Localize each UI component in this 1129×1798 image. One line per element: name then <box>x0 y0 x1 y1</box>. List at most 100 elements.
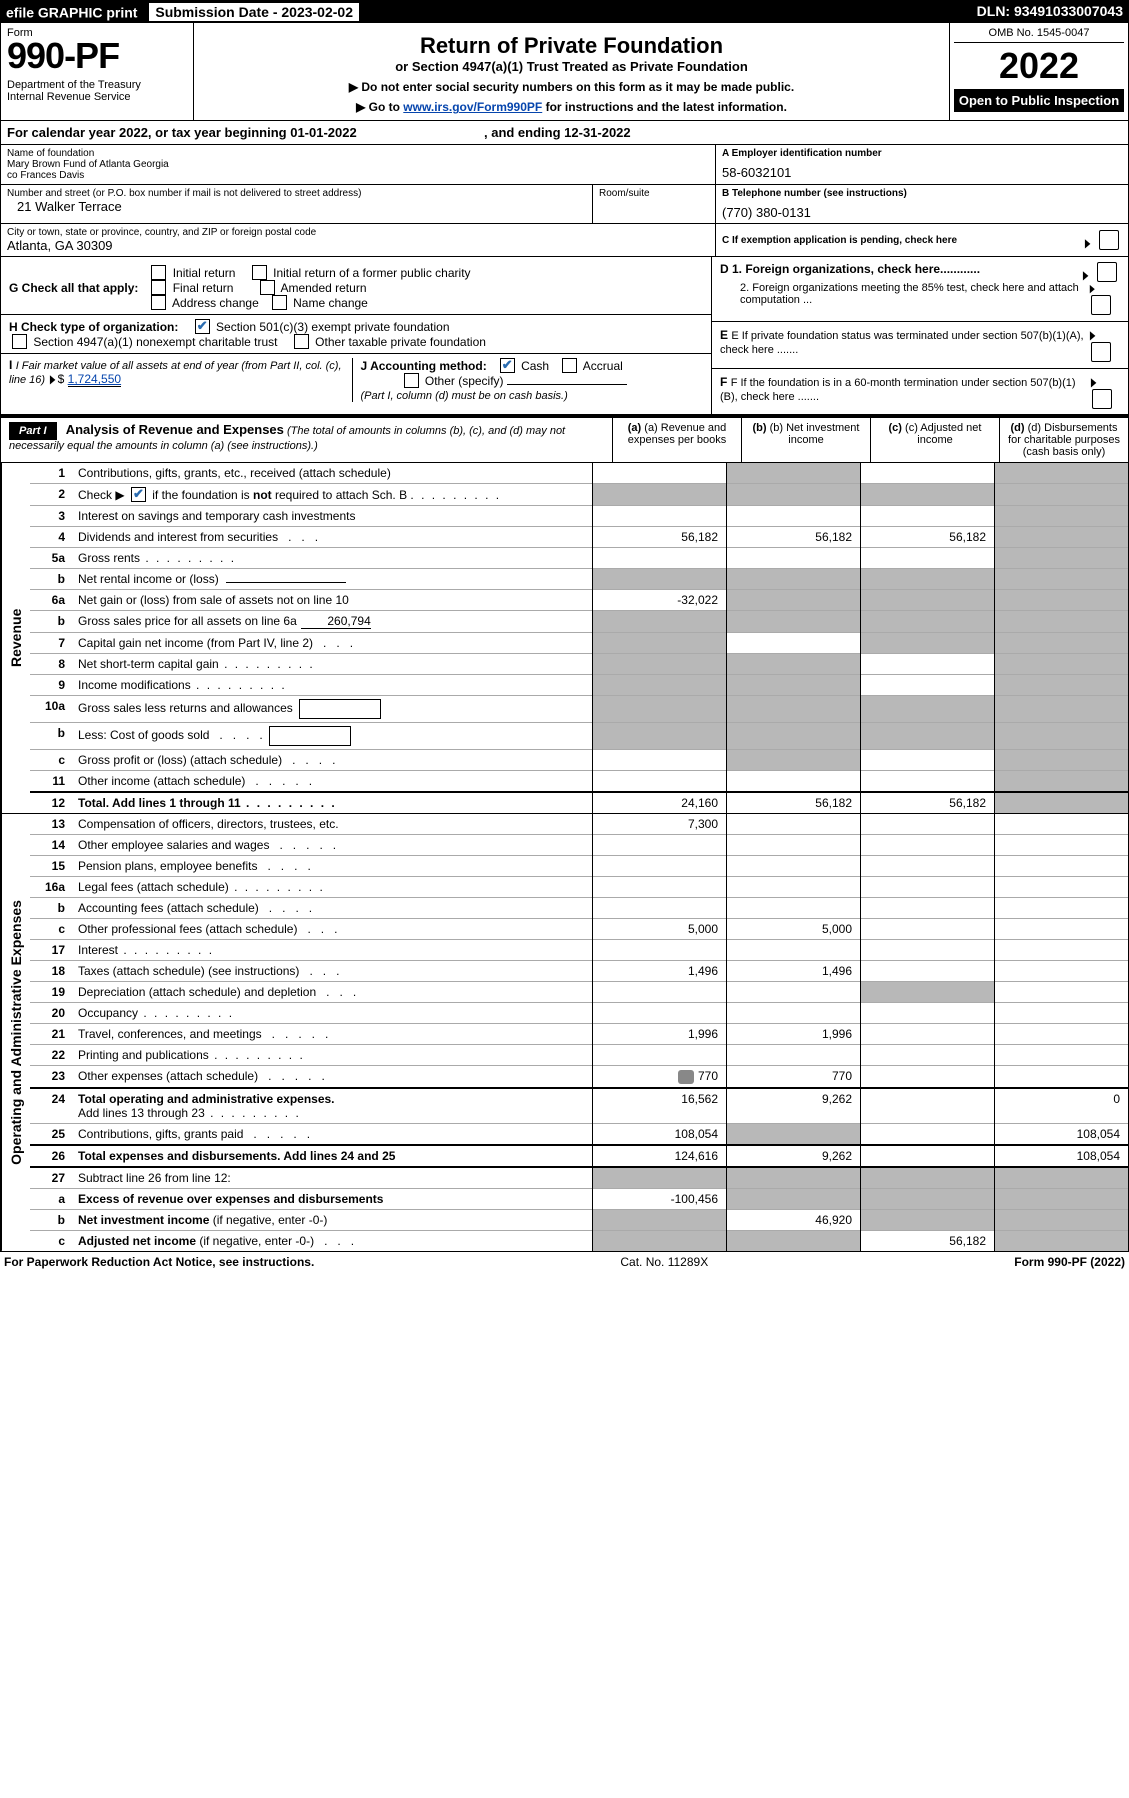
row-24: 24Total operating and administrative exp… <box>30 1088 1128 1124</box>
row-4: 4Dividends and interest from securities … <box>30 527 1128 548</box>
revenue-side-label: Revenue <box>1 463 30 813</box>
paperwork-notice: For Paperwork Reduction Act Notice, see … <box>4 1255 314 1269</box>
row-26: 26Total expenses and disbursements. Add … <box>30 1145 1128 1167</box>
submission-date: Submission Date - 2023-02-02 <box>149 3 359 21</box>
form-header: Form 990-PF Department of the Treasury I… <box>0 23 1129 121</box>
tel-label: B Telephone number (see instructions) <box>722 188 1122 199</box>
address-change-label: Address change <box>172 296 259 310</box>
efile-label: efile GRAPHIC print <box>6 4 137 20</box>
year-begin: For calendar year 2022, or tax year begi… <box>7 125 357 140</box>
j-note: (Part I, column (d) must be on cash basi… <box>361 390 568 402</box>
4947a1-label: Section 4947(a)(1) nonexempt charitable … <box>33 335 277 349</box>
row-13: 13Compensation of officers, directors, t… <box>30 814 1128 835</box>
row-10c: cGross profit or (loss) (attach schedule… <box>30 750 1128 771</box>
other-method-label: Other (specify) <box>425 374 504 388</box>
top-bar: efile GRAPHIC print Submission Date - 20… <box>0 0 1129 23</box>
fmv-value-link[interactable]: 1,724,550 <box>68 372 121 387</box>
row-27c: cAdjusted net income (if negative, enter… <box>30 1231 1128 1252</box>
row-1: 1Contributions, gifts, grants, etc., rec… <box>30 463 1128 484</box>
city-value: Atlanta, GA 30309 <box>7 238 709 253</box>
501c3-checkbox[interactable] <box>195 319 210 334</box>
row-16b: bAccounting fees (attach schedule) . . .… <box>30 898 1128 919</box>
section-h: H Check type of organization: Section 50… <box>9 319 703 349</box>
attachment-icon[interactable] <box>678 1070 694 1084</box>
row-16c: cOther professional fees (attach schedul… <box>30 919 1128 940</box>
name-label: Name of foundation <box>7 148 709 159</box>
row-15: 15Pension plans, employee benefits . . .… <box>30 856 1128 877</box>
revenue-table: 1Contributions, gifts, grants, etc., rec… <box>30 463 1128 813</box>
4947a1-checkbox[interactable] <box>12 334 27 349</box>
tax-year: 2022 <box>954 45 1124 87</box>
omb-number: OMB No. 1545-0047 <box>954 27 1124 43</box>
form-number: 990-PF <box>7 35 187 77</box>
dept-label: Department of the Treasury <box>7 79 187 91</box>
row-5b: bNet rental income or (loss) <box>30 569 1128 590</box>
row-8: 8Net short-term capital gain <box>30 654 1128 675</box>
tel-value: (770) 380-0131 <box>722 199 1122 220</box>
row-27b: bNet investment income (if negative, ent… <box>30 1210 1128 1231</box>
row-16a: 16aLegal fees (attach schedule) <box>30 877 1128 898</box>
501c3-label: Section 501(c)(3) exempt private foundat… <box>216 320 449 334</box>
ein-value: 58-6032101 <box>722 159 1122 180</box>
col-d-header: (d) (d) Disbursements for charitable pur… <box>999 418 1128 462</box>
g-label: G Check all that apply: <box>9 281 138 295</box>
foundation-name-2: co Frances Davis <box>7 170 709 181</box>
row-5a: 5aGross rents <box>30 548 1128 569</box>
part1-header: Part I Analysis of Revenue and Expenses … <box>0 416 1129 463</box>
year-end: , and ending 12-31-2022 <box>484 125 631 140</box>
d2-label: 2. Foreign organizations meeting the 85%… <box>740 282 1088 315</box>
other-taxable-checkbox[interactable] <box>294 334 309 349</box>
d2-checkbox[interactable] <box>1091 295 1111 315</box>
expenses-side-label: Operating and Administrative Expenses <box>1 814 30 1251</box>
row-9: 9Income modifications <box>30 675 1128 696</box>
row-22: 22Printing and publications <box>30 1045 1128 1066</box>
d1-checkbox[interactable] <box>1097 262 1117 282</box>
exemption-pending-checkbox[interactable] <box>1099 230 1119 250</box>
row-6b: bGross sales price for all assets on lin… <box>30 611 1128 633</box>
amended-return-checkbox[interactable] <box>260 280 275 295</box>
initial-former-checkbox[interactable] <box>252 265 267 280</box>
initial-former-label: Initial return of a former public charit… <box>273 266 470 280</box>
warning-ssn: ▶ Do not enter social security numbers o… <box>204 80 939 94</box>
name-change-label: Name change <box>293 296 368 310</box>
form-subtitle: or Section 4947(a)(1) Trust Treated as P… <box>204 59 939 74</box>
accrual-checkbox[interactable] <box>562 358 577 373</box>
f-label: F If the foundation is in a 60-month ter… <box>720 377 1076 403</box>
f-checkbox[interactable] <box>1092 389 1112 409</box>
row-18: 18Taxes (attach schedule) (see instructi… <box>30 961 1128 982</box>
row-19: 19Depreciation (attach schedule) and dep… <box>30 982 1128 1003</box>
row-14: 14Other employee salaries and wages . . … <box>30 835 1128 856</box>
other-taxable-label: Other taxable private foundation <box>315 335 486 349</box>
dln-label: DLN: 93491033007043 <box>977 3 1123 20</box>
other-method-checkbox[interactable] <box>404 373 419 388</box>
initial-return-checkbox[interactable] <box>151 265 166 280</box>
part1-title: Analysis of Revenue and Expenses <box>66 422 284 437</box>
row-6a: 6aNet gain or (loss) from sale of assets… <box>30 590 1128 611</box>
foundation-name-1: Mary Brown Fund of Atlanta Georgia <box>7 159 709 170</box>
j-label: J Accounting method: <box>361 359 487 373</box>
section-g: G Check all that apply: Initial return I… <box>9 265 703 310</box>
final-return-checkbox[interactable] <box>151 280 166 295</box>
address-change-checkbox[interactable] <box>151 295 166 310</box>
row-3: 3Interest on savings and temporary cash … <box>30 506 1128 527</box>
row-21: 21Travel, conferences, and meetings . . … <box>30 1024 1128 1045</box>
accrual-label: Accrual <box>583 359 623 373</box>
name-change-checkbox[interactable] <box>272 295 287 310</box>
col-a-header: (a) (a) Revenue and expenses per books <box>612 418 741 462</box>
form-title: Return of Private Foundation <box>204 33 939 59</box>
cat-no: Cat. No. 11289X <box>620 1255 708 1269</box>
col-b-header: (b) (b) Net investment income <box>741 418 870 462</box>
row-11: 11Other income (attach schedule) . . . .… <box>30 771 1128 793</box>
fmv-label: I Fair market value of all assets at end… <box>9 360 342 386</box>
goto-prefix: ▶ Go to <box>356 100 403 114</box>
address-label: Number and street (or P.O. box number if… <box>7 188 586 199</box>
e-checkbox[interactable] <box>1091 342 1111 362</box>
irs-label: Internal Revenue Service <box>7 91 187 103</box>
row-10b: bLess: Cost of goods sold . . . . <box>30 723 1128 750</box>
row-27: 27Subtract line 26 from line 12: <box>30 1167 1128 1189</box>
address-value: 21 Walker Terrace <box>7 199 586 214</box>
cash-checkbox[interactable] <box>500 358 515 373</box>
instructions-link[interactable]: www.irs.gov/Form990PF <box>403 100 542 114</box>
row-23: 23Other expenses (attach schedule) . . .… <box>30 1066 1128 1088</box>
schb-checkbox[interactable] <box>131 487 146 502</box>
